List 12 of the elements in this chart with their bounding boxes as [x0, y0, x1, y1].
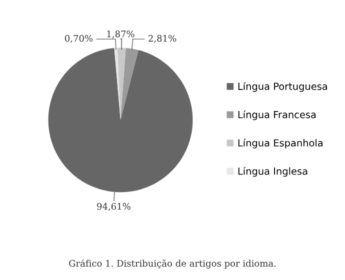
data-label: 94,61% — [97, 202, 130, 211]
data-label: 1,87% — [107, 30, 134, 38]
pie-slice — [114, 48, 120, 120]
text: Gráfico 1. Distribuição de artigos por idioma. — [69, 259, 276, 269]
legend-label: Língua Portuguesa — [238, 82, 327, 92]
pie-slice — [48, 48, 193, 192]
data-label: 2,81% — [148, 34, 176, 43]
data-label: 0,70% — [64, 34, 93, 43]
legend-label: Língua Inglesa — [238, 166, 308, 177]
legend-label: Língua Espanhola — [238, 138, 322, 148]
pie-slice — [120, 48, 138, 120]
legend-label: Língua Francesa — [238, 110, 316, 120]
